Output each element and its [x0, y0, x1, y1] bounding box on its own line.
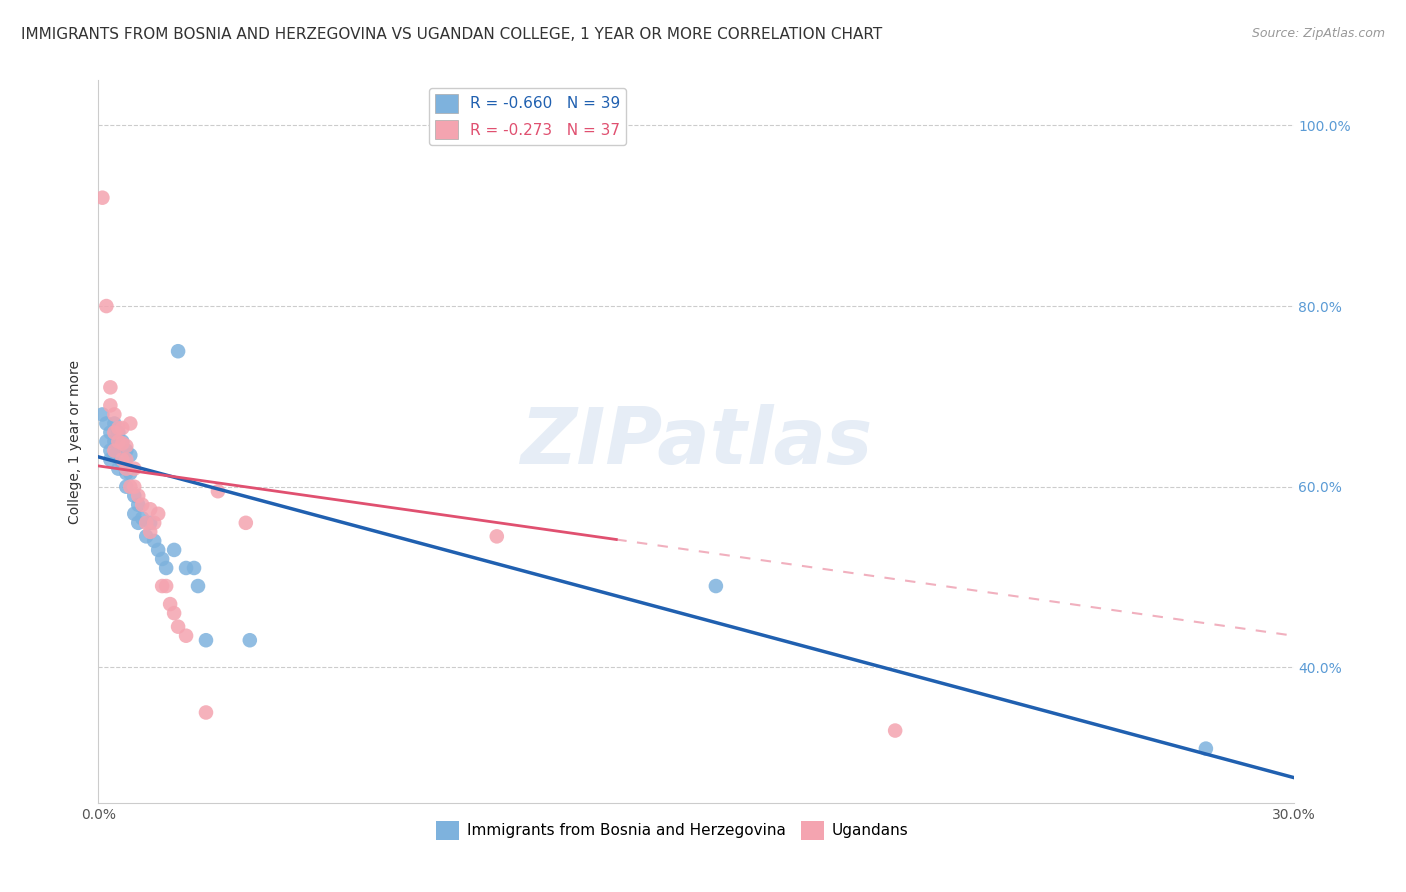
Point: [143, 516, 166, 530]
Point: [239, 633, 262, 648]
Point: [115, 452, 138, 467]
Point: [107, 421, 129, 435]
Point: [1195, 741, 1218, 756]
Point: [124, 480, 146, 494]
Point: [127, 498, 149, 512]
Point: [183, 561, 205, 575]
Point: [195, 706, 218, 720]
Point: [115, 480, 138, 494]
Point: [167, 344, 190, 359]
Point: [103, 434, 125, 449]
Point: [704, 579, 727, 593]
Point: [120, 480, 142, 494]
Point: [155, 579, 177, 593]
Point: [195, 633, 218, 648]
Point: [163, 606, 186, 620]
Point: [107, 434, 129, 449]
Point: [167, 620, 190, 634]
Point: [96, 299, 118, 313]
Point: [111, 452, 134, 467]
Point: [111, 457, 134, 471]
Point: [107, 461, 129, 475]
Point: [107, 425, 129, 440]
Point: [91, 408, 114, 422]
Point: [103, 425, 125, 440]
Point: [103, 443, 125, 458]
Point: [98, 425, 122, 440]
Text: IMMIGRANTS FROM BOSNIA AND HERZEGOVINA VS UGANDAN COLLEGE, 1 YEAR OR MORE CORREL: IMMIGRANTS FROM BOSNIA AND HERZEGOVINA V…: [21, 27, 883, 42]
Point: [103, 448, 125, 462]
Point: [111, 436, 134, 450]
Point: [174, 629, 197, 643]
Point: [884, 723, 907, 738]
Point: [148, 507, 170, 521]
Text: Source: ZipAtlas.com: Source: ZipAtlas.com: [1251, 27, 1385, 40]
Point: [187, 579, 209, 593]
Point: [124, 507, 146, 521]
Point: [127, 516, 149, 530]
Point: [207, 484, 229, 499]
Point: [103, 417, 125, 431]
Point: [235, 516, 257, 530]
Text: ZIPatlas: ZIPatlas: [520, 403, 872, 480]
Point: [124, 461, 146, 475]
Point: [131, 511, 153, 525]
Point: [111, 421, 134, 435]
Point: [111, 434, 134, 449]
Y-axis label: College, 1 year or more: College, 1 year or more: [69, 359, 83, 524]
Point: [91, 191, 114, 205]
Point: [103, 408, 125, 422]
Point: [115, 461, 138, 475]
Point: [107, 439, 129, 453]
Point: [98, 398, 122, 412]
Point: [98, 443, 122, 458]
Point: [120, 448, 142, 462]
Point: [155, 561, 177, 575]
Point: [131, 498, 153, 512]
Point: [139, 516, 162, 530]
Point: [139, 502, 162, 516]
Point: [139, 524, 162, 539]
Point: [127, 489, 149, 503]
Point: [485, 529, 508, 543]
Point: [120, 417, 142, 431]
Point: [135, 529, 157, 543]
Legend: Immigrants from Bosnia and Herzegovina, Ugandans: Immigrants from Bosnia and Herzegovina, …: [430, 815, 914, 846]
Point: [124, 489, 146, 503]
Point: [159, 597, 181, 611]
Point: [163, 542, 186, 557]
Point: [148, 542, 170, 557]
Point: [150, 579, 173, 593]
Point: [96, 417, 118, 431]
Point: [143, 533, 166, 548]
Point: [96, 434, 118, 449]
Point: [115, 466, 138, 480]
Point: [98, 380, 122, 394]
Point: [115, 443, 138, 458]
Point: [120, 466, 142, 480]
Point: [115, 439, 138, 453]
Point: [174, 561, 197, 575]
Point: [150, 552, 173, 566]
Point: [135, 516, 157, 530]
Point: [98, 452, 122, 467]
